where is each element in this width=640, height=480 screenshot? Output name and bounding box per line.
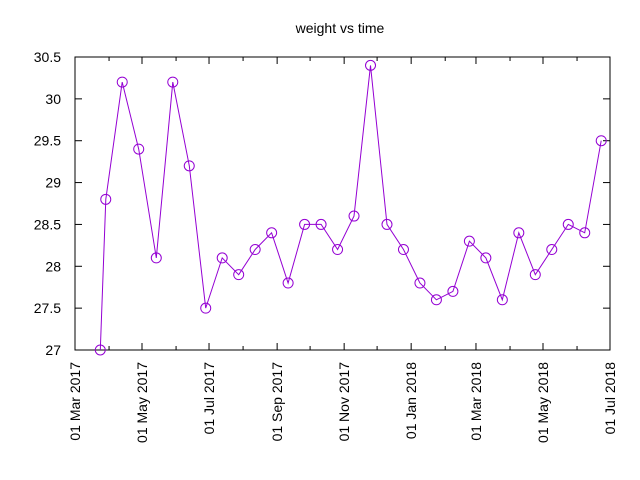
data-point (397, 244, 409, 256)
data-point (463, 235, 475, 247)
x-tick-label: 01 Jul 2018 (602, 362, 618, 435)
data-point (200, 302, 212, 314)
data-point (546, 244, 558, 256)
x-tick-label: 01 Sep 2017 (269, 362, 285, 442)
x-tick-label: 01 May 2017 (134, 362, 150, 443)
data-point (94, 344, 106, 356)
data-point (183, 160, 195, 172)
data-point (365, 59, 377, 71)
data-point (381, 218, 393, 230)
y-tick-label: 29.5 (34, 133, 61, 149)
data-point (116, 76, 128, 88)
data-point (167, 76, 179, 88)
data-point (150, 252, 162, 264)
data-point (100, 193, 112, 205)
plot-area: 27 27.5 28 28.5 29 29.5 30 30.5 01 Mar 2017 01 Ma… (34, 49, 618, 443)
data-point (430, 294, 442, 306)
data-point (282, 277, 294, 289)
data-point (496, 294, 508, 306)
data-point (595, 135, 607, 147)
data-point (266, 227, 278, 239)
data-point (480, 252, 492, 264)
y-tick-label: 28 (45, 258, 61, 274)
data-point (133, 143, 145, 155)
data-point (447, 285, 459, 297)
chart-title: weight vs time (295, 20, 385, 36)
data-point (216, 252, 228, 264)
data-point (562, 218, 574, 230)
y-tick-label: 27.5 (34, 300, 61, 316)
data-point (332, 244, 344, 256)
data-point (414, 277, 426, 289)
y-tick-label: 27 (45, 342, 61, 358)
data-point (579, 227, 591, 239)
data-point (233, 269, 245, 281)
data-point (299, 218, 311, 230)
y-tick-label: 30 (45, 91, 61, 107)
x-tick-label: 01 Jul 2017 (201, 362, 217, 435)
x-tick-label: 01 Mar 2017 (67, 362, 83, 441)
x-tick-label: 01 Jan 2018 (403, 362, 419, 439)
y-tick-label: 30.5 (34, 49, 61, 65)
data-point (348, 210, 360, 222)
data-point (249, 244, 261, 256)
data-point (529, 269, 541, 281)
x-tick-label: 01 Mar 2018 (468, 362, 484, 441)
y-tick-label: 29 (45, 175, 61, 191)
data-point (315, 218, 327, 230)
data-point (513, 227, 525, 239)
plot-frame (74, 56, 611, 351)
x-tick-label: 01 May 2018 (535, 362, 551, 443)
x-tick-label: 01 Nov 2017 (336, 362, 352, 442)
series-line (99, 65, 602, 351)
y-tick-label: 28.5 (34, 216, 61, 232)
